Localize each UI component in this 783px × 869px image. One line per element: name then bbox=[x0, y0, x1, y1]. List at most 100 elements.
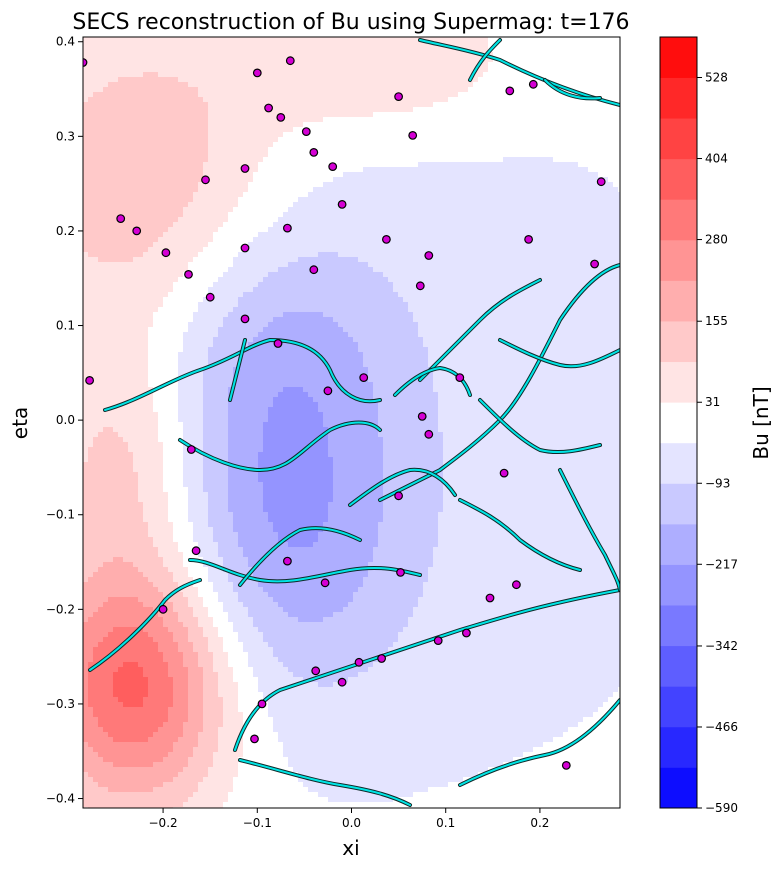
contour-cell bbox=[343, 77, 349, 83]
contour-cell bbox=[263, 202, 269, 208]
contour-cell bbox=[223, 137, 229, 143]
contour-cell bbox=[303, 252, 309, 258]
contour-cell bbox=[413, 197, 419, 203]
contour-cell bbox=[153, 57, 159, 63]
contour-cell bbox=[443, 197, 449, 203]
contour-cell bbox=[233, 42, 239, 48]
contour-cell bbox=[253, 142, 259, 148]
contour-cell bbox=[538, 162, 544, 168]
contour-cell bbox=[493, 152, 499, 158]
contour-cell bbox=[518, 252, 524, 258]
contour-cell bbox=[118, 247, 124, 253]
contour-cell bbox=[548, 137, 554, 143]
contour-cell bbox=[403, 257, 409, 263]
contour-cell bbox=[483, 147, 489, 153]
contour-cell bbox=[98, 102, 104, 108]
contour-cell bbox=[473, 217, 479, 223]
contour-cell bbox=[568, 222, 574, 228]
contour-cell bbox=[113, 157, 119, 163]
contour-cell bbox=[398, 192, 404, 198]
contour-cell bbox=[153, 82, 159, 88]
contour-cell bbox=[463, 52, 469, 58]
contour-cell bbox=[583, 167, 589, 173]
contour-cell bbox=[123, 137, 129, 143]
contour-cell bbox=[208, 172, 214, 178]
contour-cell bbox=[103, 177, 109, 183]
contour-cell bbox=[433, 87, 439, 93]
contour-cell bbox=[518, 167, 524, 173]
contour-cell bbox=[178, 217, 184, 223]
contour-cell bbox=[138, 87, 144, 93]
contour-cell bbox=[293, 202, 299, 208]
contour-cell bbox=[293, 77, 299, 83]
contour-cell bbox=[523, 52, 529, 58]
contour-cell bbox=[553, 37, 559, 43]
contour-cell bbox=[103, 117, 109, 123]
contour-cell bbox=[268, 172, 274, 178]
contour-cell bbox=[493, 222, 499, 228]
contour-cell bbox=[478, 232, 484, 238]
contour-cell bbox=[518, 97, 524, 103]
contour-cell bbox=[98, 152, 104, 158]
contour-cell bbox=[588, 207, 594, 213]
contour-cell bbox=[583, 202, 589, 208]
contour-cell bbox=[528, 77, 534, 83]
contour-cell bbox=[333, 67, 339, 73]
contour-cell bbox=[448, 167, 454, 173]
contour-cell bbox=[158, 257, 164, 263]
contour-cell bbox=[183, 67, 189, 73]
contour-cell bbox=[448, 252, 454, 258]
contour-cell bbox=[448, 122, 454, 128]
contour-cell bbox=[183, 192, 189, 198]
contour-cell bbox=[88, 252, 94, 258]
contour-cell bbox=[93, 92, 99, 98]
contour-cell bbox=[153, 87, 159, 93]
contour-cell bbox=[93, 212, 99, 218]
contour-cell bbox=[293, 107, 299, 113]
contour-cell bbox=[583, 252, 589, 258]
contour-cell bbox=[238, 87, 244, 93]
contour-cell bbox=[423, 202, 429, 208]
contour-cell bbox=[553, 202, 559, 208]
contour-cell bbox=[178, 37, 184, 43]
contour-cell bbox=[88, 242, 94, 248]
contour-cell bbox=[543, 217, 549, 223]
contour-cell bbox=[133, 222, 139, 228]
contour-cell bbox=[373, 57, 379, 63]
contour-cell bbox=[248, 137, 254, 143]
contour-cell bbox=[243, 182, 249, 188]
contour-cell bbox=[83, 87, 89, 93]
contour-cell bbox=[453, 182, 459, 188]
contour-cell bbox=[168, 252, 174, 258]
contour-cell bbox=[528, 117, 534, 123]
contour-cell bbox=[403, 252, 409, 258]
contour-cell bbox=[598, 72, 604, 78]
contour-cell bbox=[353, 77, 359, 83]
contour-cell bbox=[113, 207, 119, 213]
contour-cell bbox=[448, 142, 454, 148]
contour-cell bbox=[253, 192, 259, 198]
contour-cell bbox=[493, 172, 499, 178]
contour-cell bbox=[298, 47, 304, 53]
contour-cell bbox=[588, 142, 594, 148]
contour-cell bbox=[178, 167, 184, 173]
contour-cell bbox=[273, 227, 279, 233]
contour-cell bbox=[593, 87, 599, 93]
contour-cell bbox=[393, 152, 399, 158]
contour-cell bbox=[123, 87, 129, 93]
contour-cell bbox=[528, 97, 534, 103]
contour-cell bbox=[488, 152, 494, 158]
contour-cell bbox=[573, 232, 579, 238]
contour-cell bbox=[298, 217, 304, 223]
contour-cell bbox=[103, 227, 109, 233]
contour-cell bbox=[183, 262, 189, 268]
contour-cell bbox=[158, 157, 164, 163]
contour-cell bbox=[423, 197, 429, 203]
contour-cell bbox=[578, 217, 584, 223]
contour-cell bbox=[263, 137, 269, 143]
contour-cell bbox=[428, 132, 434, 138]
contour-cell bbox=[138, 62, 144, 68]
contour-cell bbox=[253, 247, 259, 253]
contour-cell bbox=[133, 67, 139, 73]
contour-cell bbox=[558, 197, 564, 203]
